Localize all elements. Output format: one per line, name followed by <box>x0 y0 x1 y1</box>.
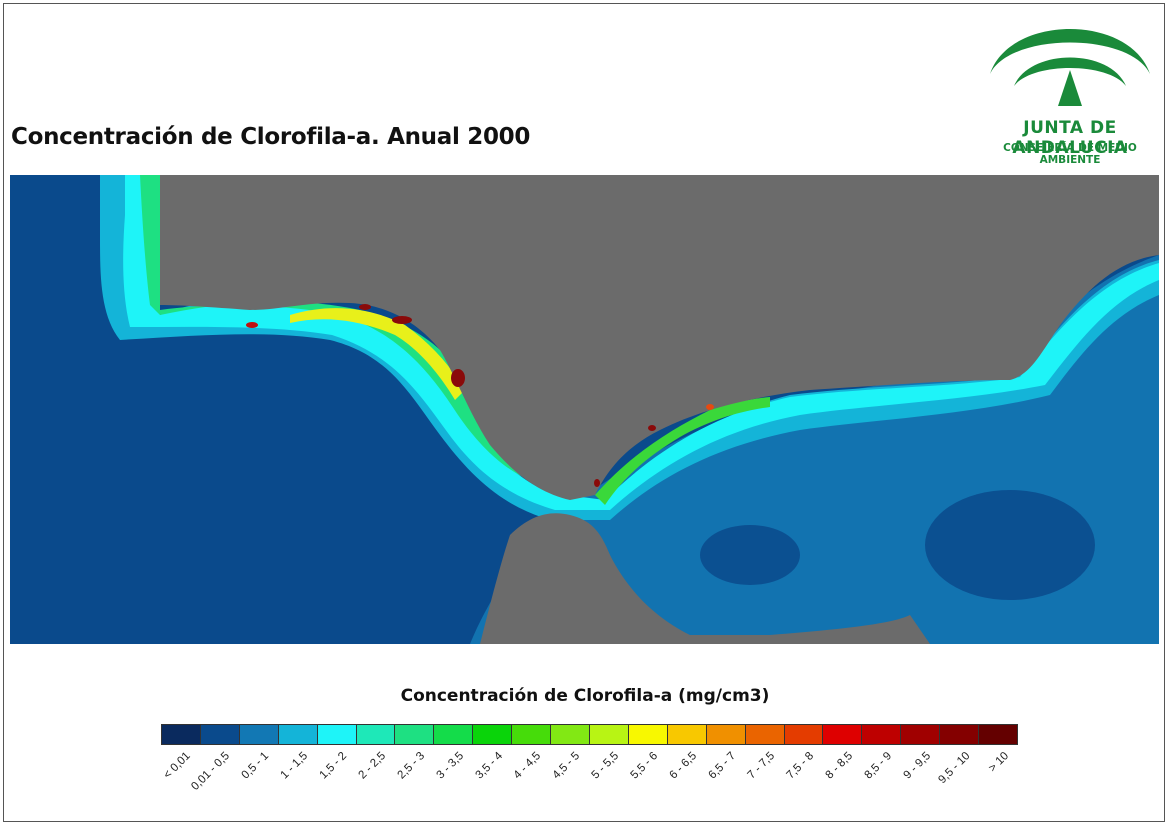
legend-swatch <box>434 725 474 744</box>
legend-swatch <box>356 725 396 744</box>
legend-swatch <box>551 725 590 744</box>
legend-label: 5 - 5,5 <box>589 750 622 782</box>
legend-swatch <box>589 725 629 744</box>
legend-label: 9 - 9,5 <box>901 750 934 782</box>
legend-swatch <box>162 725 201 744</box>
legend-swatch <box>901 725 941 744</box>
legend-swatch <box>473 725 513 744</box>
legend-label: 4 - 4,5 <box>512 750 544 782</box>
hotspot-1 <box>451 369 465 387</box>
legend-swatch <box>278 725 318 744</box>
coastal-band-green-east <box>595 397 770 505</box>
legend-swatch <box>512 725 552 744</box>
legend-swatch <box>317 725 357 744</box>
legend-label: 6,5 - 7 <box>706 750 739 782</box>
legend-label: > 10 <box>986 750 1012 775</box>
legend-label: 3,5 - 4 <box>473 750 505 782</box>
dark-patch-east-med <box>925 490 1095 600</box>
legend-label: 4,5 - 5 <box>550 750 583 782</box>
legend-swatch <box>823 725 863 744</box>
dark-patch-west-med <box>700 525 800 585</box>
legend-label: 2 - 2,5 <box>356 750 388 782</box>
land-north <box>160 175 1159 500</box>
legend-swatch <box>239 725 279 744</box>
legend-swatch <box>862 725 902 744</box>
legend-color-bar <box>161 724 1018 745</box>
hotspot-5 <box>648 425 656 431</box>
legend-swatch <box>784 725 824 744</box>
coastal-band-yellow <box>290 308 465 400</box>
legend-label: 6 - 6,5 <box>667 750 700 782</box>
hotspot-7 <box>706 404 714 410</box>
legend-label: 9,5 - 10 <box>936 750 973 787</box>
map-title: Concentración de Clorofila-a. Anual 2000 <box>11 124 531 150</box>
legend-title: Concentración de Clorofila-a (mg/cm3) <box>400 686 770 706</box>
legend-label: 5,5 - 6 <box>628 750 661 782</box>
legend-label: 2,5 - 3 <box>395 750 427 782</box>
legend-swatch <box>395 725 435 744</box>
legend-label: 8,5 - 9 <box>862 750 895 782</box>
land-south <box>480 513 930 644</box>
legend-label: 7,5 - 8 <box>784 750 817 782</box>
hotspot-2 <box>392 316 412 324</box>
legend-label: 3 - 3,5 <box>434 750 466 782</box>
hotspot-6 <box>594 479 600 487</box>
legend-swatch <box>979 725 1017 744</box>
legend-swatch <box>745 725 785 744</box>
legend-label: 0,01 - 0,5 <box>189 750 232 793</box>
legend-swatch <box>200 725 240 744</box>
junta-andalucia-logo: JUNTA DE ANDALUCIA CONSEJERÍA DE MEDIO A… <box>980 14 1160 166</box>
logo-name: JUNTA DE ANDALUCIA <box>1012 118 1128 158</box>
legend-swatch <box>628 725 668 744</box>
legend-label: 8 - 8,5 <box>823 750 856 782</box>
chlorophyll-map <box>10 175 1159 644</box>
legend-label: 0,5 - 1 <box>239 750 271 782</box>
legend-swatch <box>706 725 746 744</box>
logo-emblem-icon <box>990 29 1150 106</box>
legend-label: 7 - 7,5 <box>745 750 778 782</box>
legend-label: < 0,01 <box>161 750 193 782</box>
logo-subtitle: CONSEJERÍA DE MEDIO AMBIENTE <box>1003 142 1137 166</box>
hotspot-4 <box>246 322 258 328</box>
hotspot-3 <box>359 304 371 310</box>
legend-label: 1,5 - 2 <box>317 750 349 782</box>
legend-swatch <box>667 725 707 744</box>
legend-label: 1 - 1,5 <box>278 750 310 782</box>
legend-swatch <box>940 725 980 744</box>
